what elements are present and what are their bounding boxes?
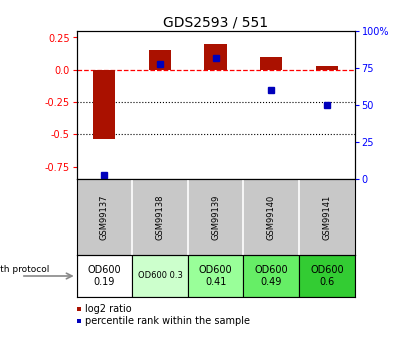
Text: OD600
0.41: OD600 0.41 [199, 265, 233, 287]
Text: GSM99138: GSM99138 [156, 195, 164, 240]
Text: percentile rank within the sample: percentile rank within the sample [85, 316, 249, 326]
Title: GDS2593 / 551: GDS2593 / 551 [163, 16, 268, 30]
Text: growth protocol: growth protocol [0, 265, 50, 274]
Bar [132, 255, 188, 297]
Text: OD600
0.49: OD600 0.49 [254, 265, 288, 287]
Bar [316, 66, 338, 70]
Bar [93, 70, 116, 139]
Bar [77, 255, 132, 297]
Text: log2 ratio: log2 ratio [85, 304, 131, 314]
Text: OD600
0.6: OD600 0.6 [310, 265, 344, 287]
Text: OD600
0.19: OD600 0.19 [87, 265, 121, 287]
Text: OD600 0.3: OD600 0.3 [137, 272, 183, 280]
Bar [260, 57, 283, 70]
Text: GSM99141: GSM99141 [322, 195, 331, 240]
Bar [149, 50, 171, 70]
Bar [243, 255, 299, 297]
Text: GSM99137: GSM99137 [100, 195, 109, 240]
Text: GSM99139: GSM99139 [211, 195, 220, 240]
Bar [299, 255, 355, 297]
Bar [188, 255, 243, 297]
Bar [204, 44, 227, 70]
Text: GSM99140: GSM99140 [267, 195, 276, 240]
